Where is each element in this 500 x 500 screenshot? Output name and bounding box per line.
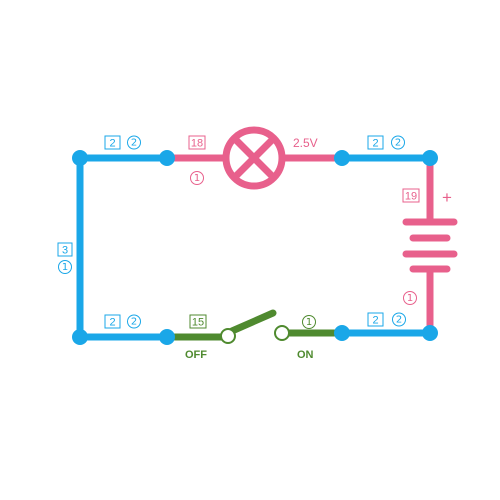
lamp-voltage: 2.5V [293, 136, 318, 150]
lamp-part-number: 18 [191, 138, 203, 150]
label-wire-top-left: 2 2 [104, 135, 141, 150]
battery-count: 1 [407, 293, 413, 304]
switch-part-number: 15 [192, 317, 204, 329]
wire-bottom-right-part-number: 2 [372, 315, 378, 327]
switch-lever [228, 309, 277, 335]
wire-top-right-count: 2 [395, 138, 401, 149]
label-switch: 15 1 OFF ON [185, 314, 316, 361]
switch-count: 1 [306, 317, 312, 328]
lamp-symbol [222, 126, 286, 190]
battery-part-number: 19 [405, 191, 417, 203]
wire-left-count: 1 [62, 262, 68, 273]
wire-left-part-number: 3 [62, 245, 68, 257]
wire-bottom-left-part-number: 2 [109, 317, 115, 329]
switch-symbol [163, 309, 346, 344]
pink-wires [163, 154, 434, 337]
lamp-count: 1 [194, 173, 200, 184]
label-battery: 19 + 1 [402, 188, 452, 305]
wire-bottom-right-count: 2 [396, 315, 402, 326]
wire-top-left-part-number: 2 [109, 138, 115, 150]
wire-top-left-count: 2 [131, 138, 137, 149]
label-wire-top-right: 2 2 [367, 135, 405, 150]
battery-symbol [402, 218, 458, 273]
label-lamp: 18 1 2.5V [188, 135, 318, 185]
wire-top-right-part-number: 2 [372, 138, 378, 150]
switch-off-label: OFF [185, 349, 207, 361]
switch-on-label: ON [297, 349, 314, 361]
switch-contact-right [274, 325, 290, 341]
label-wire-left: 3 1 [57, 242, 73, 274]
label-wire-bottom-right: 2 2 [367, 312, 406, 327]
terminal-dots [72, 150, 438, 345]
blue-wires [76, 154, 434, 341]
wire-bottom-left-count: 2 [131, 317, 137, 328]
label-wire-bottom-left: 2 2 [104, 314, 141, 329]
switch-contact-left [220, 328, 236, 344]
battery-plus-sign: + [442, 188, 452, 207]
